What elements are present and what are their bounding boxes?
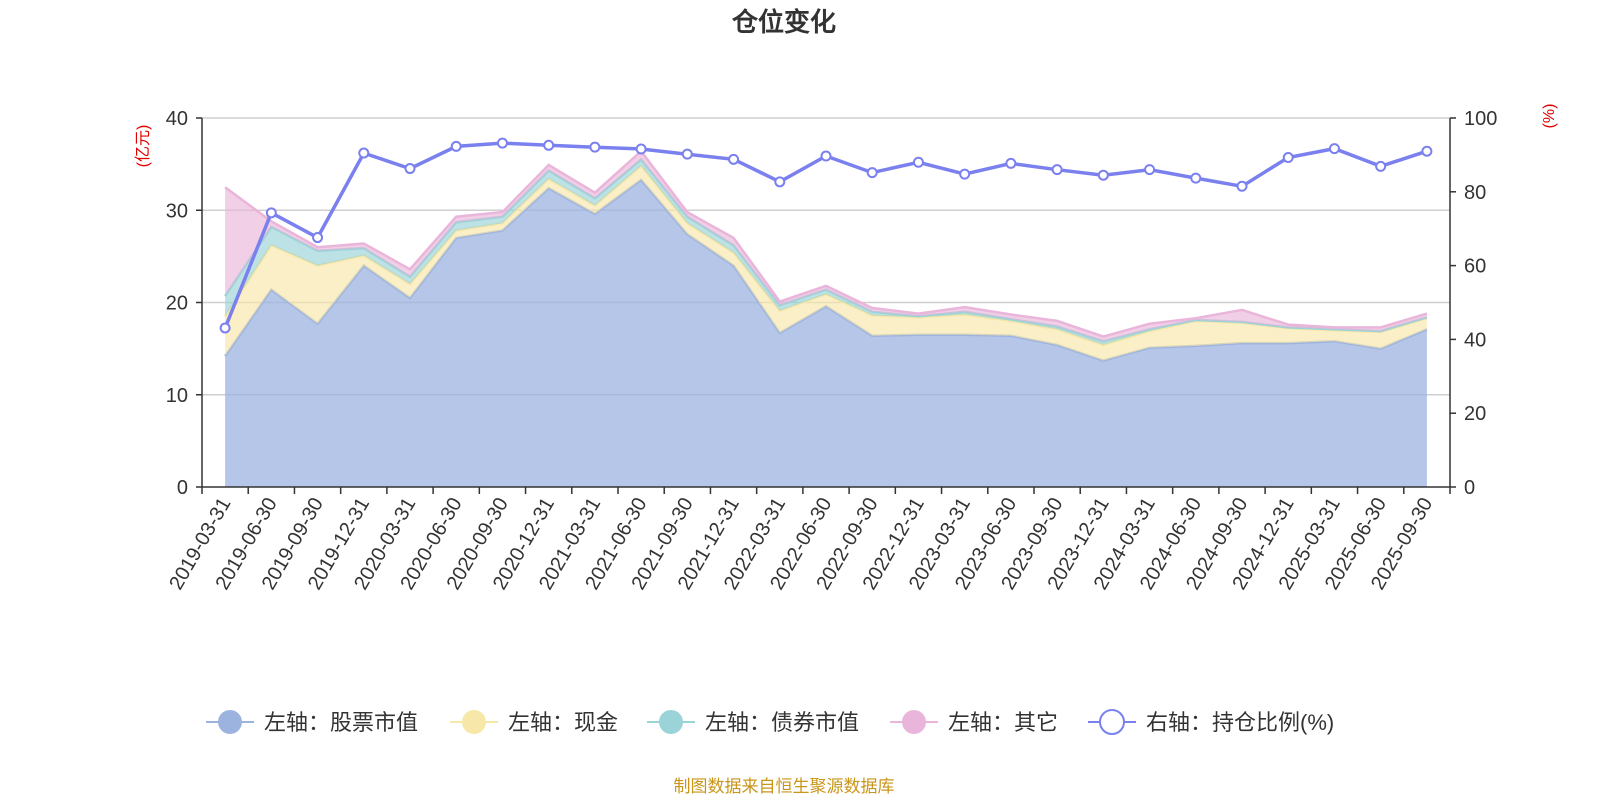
legend-label: 左轴：其它 bbox=[948, 710, 1058, 735]
ratio-point bbox=[1236, 180, 1248, 192]
legend-label: 右轴：持仓比例(%) bbox=[1146, 710, 1334, 735]
ratio-point bbox=[820, 150, 832, 162]
legend-swatch-marker bbox=[659, 710, 683, 734]
left-tick-label: 0 bbox=[177, 477, 188, 499]
legend-label: 左轴：股票市值 bbox=[264, 710, 418, 735]
ratio-point bbox=[219, 322, 231, 334]
ratio-point bbox=[496, 137, 508, 149]
ratio-point bbox=[1421, 145, 1433, 157]
right-tick-label: 100 bbox=[1464, 108, 1497, 130]
chart-title: 仓位变化 bbox=[731, 7, 836, 37]
ratio-point bbox=[543, 139, 555, 151]
ratio-point bbox=[1375, 160, 1387, 172]
left-tick-label: 20 bbox=[166, 293, 188, 315]
ratio-point bbox=[589, 141, 601, 153]
ratio-point bbox=[728, 153, 740, 165]
ratio-point bbox=[774, 176, 786, 188]
legend: 左轴：股票市值 左轴：现金 左轴：债券市值 左轴：其它 右轴：持仓比例(%) bbox=[206, 709, 1334, 735]
ratio-point bbox=[866, 167, 878, 179]
ratio-point bbox=[404, 163, 416, 175]
ratio-point bbox=[1328, 143, 1340, 155]
ratio-point bbox=[1282, 151, 1294, 163]
legend-swatch-marker bbox=[218, 710, 242, 734]
left-tick-label: 10 bbox=[166, 385, 188, 407]
ratio-point bbox=[635, 143, 647, 155]
legend-label: 左轴：债券市值 bbox=[705, 710, 859, 735]
position-ratio-line bbox=[219, 137, 1433, 334]
left-tick-label: 40 bbox=[166, 108, 188, 130]
ratio-point bbox=[358, 147, 370, 159]
ratio-point bbox=[1097, 169, 1109, 181]
area-1 bbox=[225, 179, 1427, 488]
ratio-point bbox=[265, 207, 277, 219]
ratio-point bbox=[1051, 164, 1063, 176]
ratio-point bbox=[312, 232, 324, 244]
right-tick-label: 20 bbox=[1464, 403, 1486, 425]
right-axis-unit: (%) bbox=[1541, 104, 1558, 129]
legend-label: 左轴：现金 bbox=[508, 710, 618, 735]
ratio-point bbox=[681, 148, 693, 160]
right-tick-label: 0 bbox=[1464, 477, 1475, 499]
legend-swatch-marker bbox=[902, 710, 926, 734]
right-tick-label: 80 bbox=[1464, 182, 1486, 204]
ratio-point bbox=[1005, 157, 1017, 169]
legend-swatch-marker bbox=[462, 710, 486, 734]
right-tick-label: 40 bbox=[1464, 329, 1486, 351]
ratio-point bbox=[1190, 172, 1202, 184]
source-note: 制图数据来自恒生聚源数据库 bbox=[674, 777, 895, 796]
stacked-areas bbox=[224, 149, 1428, 488]
area-edge-4 bbox=[224, 149, 1428, 338]
ratio-point bbox=[912, 156, 924, 168]
ratio-point bbox=[1144, 164, 1156, 176]
left-tick-label: 30 bbox=[166, 200, 188, 222]
right-tick-label: 60 bbox=[1464, 256, 1486, 278]
ratio-point bbox=[450, 140, 462, 152]
ratio-point bbox=[959, 168, 971, 180]
area-2 bbox=[225, 166, 1427, 361]
legend-swatch-marker bbox=[1099, 709, 1125, 735]
left-axis-unit: (亿元) bbox=[134, 125, 152, 168]
